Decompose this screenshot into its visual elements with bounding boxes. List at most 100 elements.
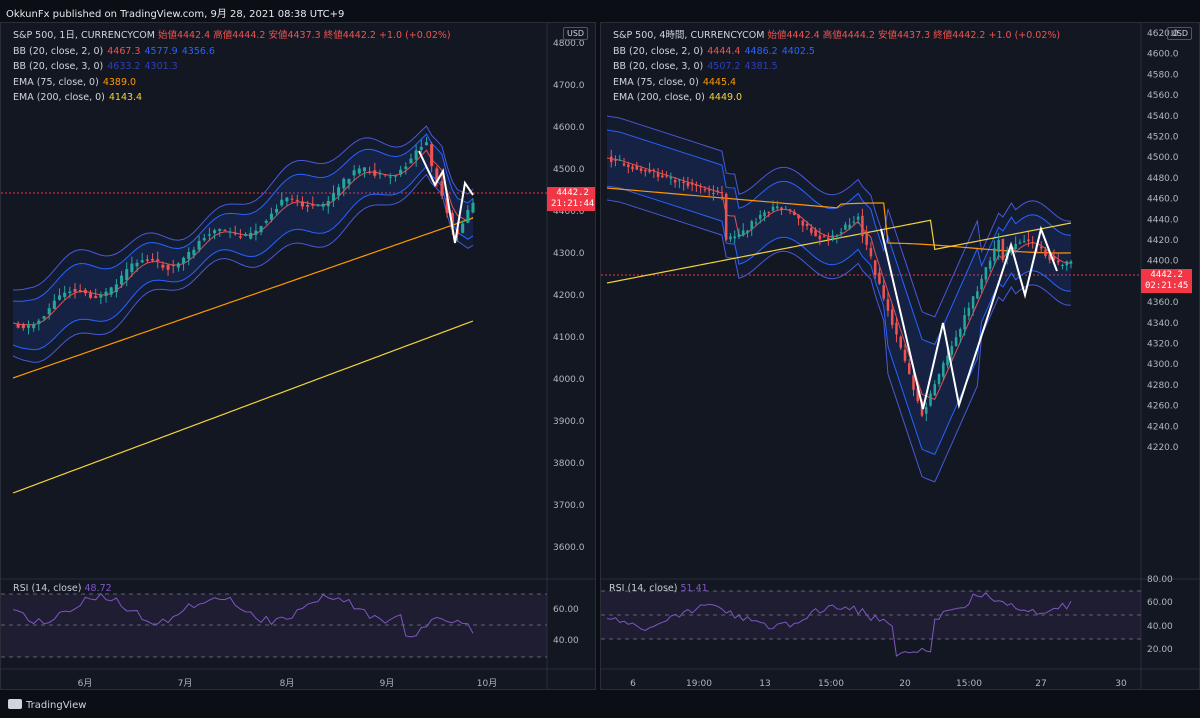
candle-body	[814, 230, 817, 237]
candle-body	[882, 285, 885, 299]
candle-body	[1048, 254, 1051, 260]
candle-body	[648, 170, 651, 173]
ema200-label[interactable]: EMA (200, close, 0)	[613, 92, 705, 103]
candle-body	[1018, 242, 1022, 244]
candle-body	[290, 198, 294, 200]
price-tick: 4600.0	[1147, 50, 1179, 60]
daily-legend: S&P 500, 1日, CURRENCYCOM 始値4442.4 高値4444…	[13, 28, 451, 106]
candle-body	[665, 175, 668, 177]
candle-body	[275, 208, 279, 213]
time-tick: 15:00	[818, 679, 844, 689]
candle-body	[269, 213, 273, 220]
candle-body	[627, 164, 630, 168]
currency-badge[interactable]: USD	[563, 27, 589, 40]
rsi-label[interactable]: RSI (14, close)	[609, 583, 678, 594]
price-tick: 4540.0	[1147, 112, 1179, 122]
candle-body	[912, 375, 915, 390]
candle-body	[264, 220, 268, 223]
candle-body	[1069, 261, 1073, 264]
time-tick: 27	[1035, 679, 1046, 689]
ema200-value: 4143.4	[108, 92, 143, 103]
candle-body	[404, 166, 408, 169]
ema200-line	[12, 320, 474, 494]
candle-body	[903, 349, 907, 361]
candle-body	[176, 263, 180, 268]
candle-body	[852, 221, 856, 223]
ema75-label[interactable]: EMA (75, close, 0)	[613, 76, 699, 88]
candle-body	[156, 259, 160, 262]
candle-body	[280, 199, 284, 206]
candle-body	[754, 222, 758, 224]
candle-body	[886, 299, 890, 311]
candle-body	[878, 272, 881, 284]
candle-body	[831, 235, 834, 239]
candle-body	[822, 236, 826, 238]
candle-body	[805, 223, 809, 227]
candle-body	[818, 235, 822, 240]
h4-chart-canvas[interactable]: 4620.0 4600.0 4580.0 4560.0 4540.0 4520.0 4500…	[601, 23, 1200, 690]
candle-body	[57, 295, 62, 300]
h4-chart-panel[interactable]: 4620.0 4600.0 4580.0 4560.0 4540.0 4520.0 4500…	[600, 22, 1200, 690]
bb3-label[interactable]: BB (20, close, 3, 0)	[13, 61, 104, 72]
time-tick: 13	[759, 679, 770, 689]
candle-body	[151, 258, 155, 261]
bb2-label[interactable]: BB (20, close, 2, 0)	[13, 45, 104, 57]
rsi-line	[606, 592, 1072, 657]
daily-chart-canvas[interactable]: 4800.0 4700.0 4600.0 4500.0 4400.0 4300.0 4200…	[1, 23, 596, 690]
candle-body	[810, 227, 813, 233]
price-tick: 4420.0	[1147, 236, 1179, 246]
candle-body	[720, 192, 724, 194]
ema200-label[interactable]: EMA (200, close, 0)	[13, 92, 105, 103]
bb2-lower-line	[12, 165, 474, 351]
bb2-fill	[607, 130, 1071, 455]
bb3-label[interactable]: BB (20, close, 3, 0)	[613, 61, 704, 72]
bb3-lower-line	[12, 173, 474, 363]
price-tick: 4580.0	[1147, 70, 1179, 80]
candle-body	[848, 224, 851, 229]
candle-body	[997, 239, 1000, 252]
candle-body	[733, 236, 736, 239]
candle-body	[254, 230, 258, 235]
time-tick: 19:00	[686, 679, 712, 689]
candle-body	[83, 289, 87, 294]
ema75-label[interactable]: EMA (75, close, 0)	[13, 76, 99, 88]
time-tick: 6	[630, 679, 636, 689]
h4-ohlc: 始値4442.4 高値4444.2 安値4437.3 終値4442.2 +1.0…	[767, 30, 1061, 41]
candle-body	[801, 220, 805, 226]
candle-body	[352, 170, 356, 176]
candle-body	[342, 178, 346, 189]
rsi-tick: 60.00	[1147, 598, 1173, 608]
last-price: 4442.2	[556, 188, 589, 198]
candle-body	[639, 168, 643, 172]
candle-body	[414, 150, 418, 160]
candle-body	[780, 207, 783, 211]
candle-body	[950, 346, 954, 355]
price-tick: 4480.0	[1147, 174, 1179, 184]
candle-body	[707, 189, 711, 191]
candle-body	[300, 201, 304, 207]
currency-badge[interactable]: USD	[1167, 27, 1193, 40]
candle-body	[695, 184, 698, 186]
candle-body	[988, 260, 992, 269]
daily-chart-panel[interactable]: 4800.0 4700.0 4600.0 4500.0 4400.0 4300.0 4200…	[0, 22, 596, 690]
candle-body	[378, 173, 382, 175]
bb2-label[interactable]: BB (20, close, 2, 0)	[613, 45, 704, 57]
bar-countdown: 02:21:45	[1145, 281, 1189, 291]
price-tick: 4280.0	[1147, 381, 1179, 391]
candle-body	[68, 291, 72, 293]
candle-body	[347, 178, 351, 184]
candle-body	[125, 269, 129, 281]
candle-body	[869, 248, 873, 257]
candle-body	[326, 200, 330, 207]
candle-body	[37, 320, 41, 324]
candle-body	[703, 189, 707, 191]
price-tick: 4400.0	[1147, 257, 1179, 267]
candle-body	[976, 291, 979, 299]
tradingview-logo[interactable]: TradingView	[8, 699, 86, 711]
h4-legend: S&P 500, 4時間, CURRENCYCOM 始値4442.4 高値444…	[613, 28, 1060, 106]
price-tick: 3800.0	[553, 459, 585, 469]
candle-body	[63, 292, 67, 298]
rsi-label[interactable]: RSI (14, close)	[13, 583, 82, 594]
candle-body	[321, 203, 325, 207]
rsi-legend: RSI (14, close) 51.41	[609, 583, 708, 594]
